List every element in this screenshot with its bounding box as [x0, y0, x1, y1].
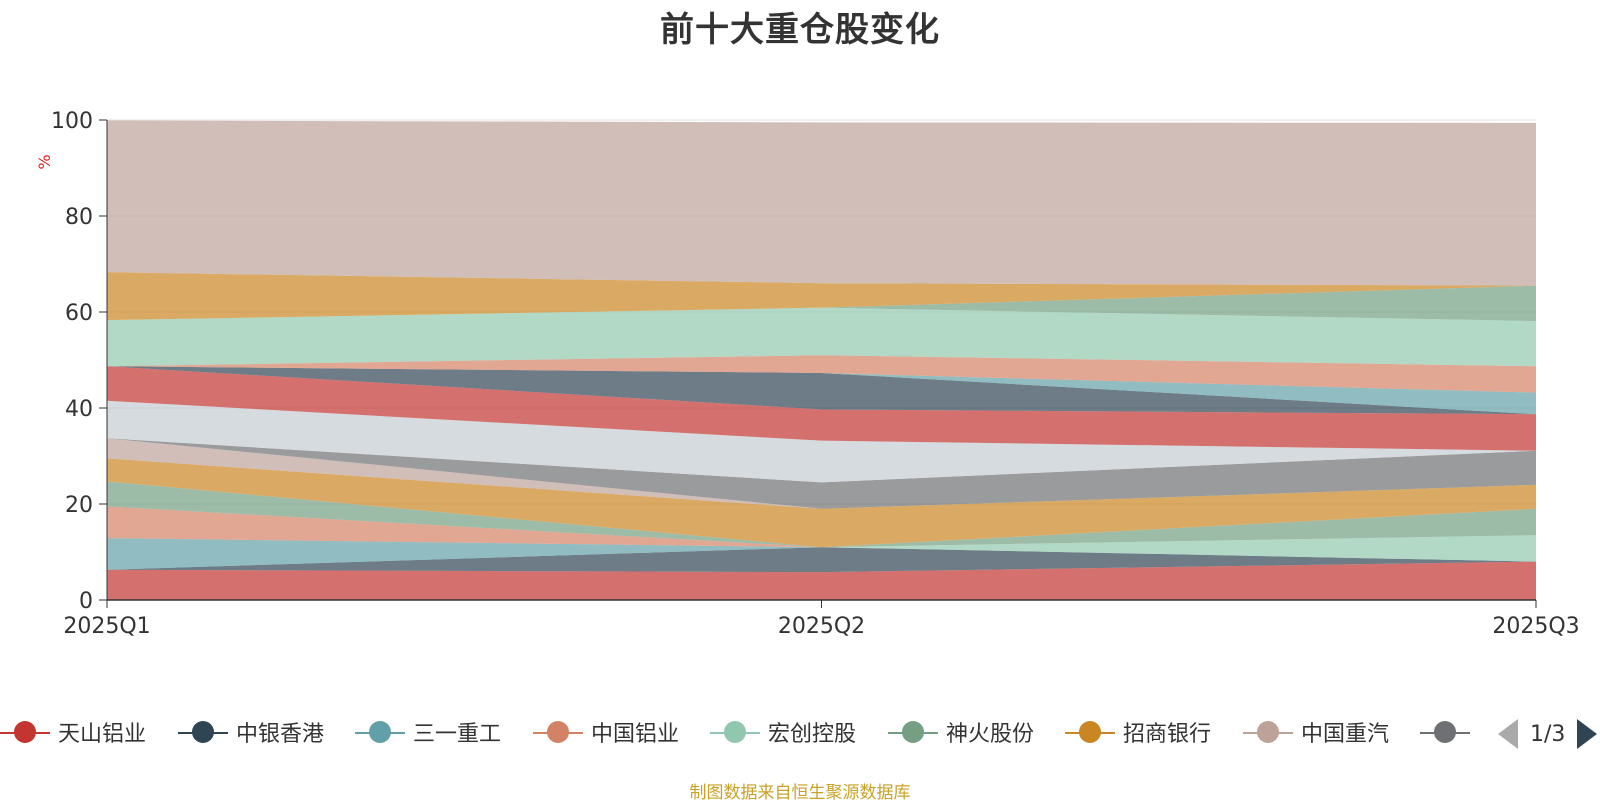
- legend-item[interactable]: 神火股份: [888, 712, 1034, 752]
- legend-label: 中国重汽: [1301, 722, 1390, 747]
- area-series-17: [107, 285, 1536, 322]
- legend-label: 中银香港: [236, 722, 325, 747]
- legend-symbol-icon: [1243, 712, 1293, 752]
- legend-label: 天山铝业: [58, 722, 147, 747]
- area-series-15: [107, 355, 1536, 393]
- legend-prev-icon[interactable]: [1498, 719, 1518, 749]
- legend-symbol-icon: [710, 712, 760, 752]
- legend-symbol-icon: [888, 712, 938, 752]
- area-series-11: [107, 400, 1536, 483]
- legend-label: 宏创控股: [768, 722, 857, 747]
- legend-symbol-icon: [1420, 712, 1470, 752]
- data-source-note: 制图数据来自恒生聚源数据库: [689, 783, 911, 803]
- legend-label: 中国铝业: [591, 722, 680, 747]
- legend-label: 神火股份: [946, 722, 1035, 747]
- x-tick-label: 2025Q1: [63, 614, 150, 639]
- legend-item[interactable]: 中: [1420, 712, 1470, 752]
- legend-symbol-icon: [178, 712, 228, 752]
- legend-symbol-icon: [1065, 712, 1115, 752]
- y-tick-label: 100: [51, 109, 93, 134]
- area-series-4: [107, 506, 1536, 562]
- legend-page-indicator: 1/3: [1530, 721, 1566, 747]
- area-series-9: [107, 438, 1536, 509]
- area-series-13: [107, 366, 1536, 415]
- area-series-6: [107, 481, 1536, 548]
- legend-next-icon[interactable]: [1577, 719, 1598, 749]
- legend-item[interactable]: 招商银行: [1065, 712, 1211, 752]
- y-tick-label: 20: [65, 493, 93, 518]
- legend-symbol-icon: [533, 712, 583, 752]
- y-tick-label: 80: [65, 205, 93, 230]
- legend-symbol-icon: [355, 712, 405, 752]
- area-series-16: [107, 307, 1536, 367]
- legend-item[interactable]: 中银香港: [178, 712, 324, 752]
- legend-item[interactable]: 中国铝业: [533, 712, 679, 752]
- y-axis-unit-label: %: [35, 154, 54, 169]
- legend-label: 三一重工: [413, 722, 502, 747]
- legend-label: 招商银行: [1123, 722, 1212, 747]
- area-series-7: [107, 458, 1536, 548]
- area-series-19: [107, 120, 1536, 286]
- area-series-3: [107, 538, 1536, 570]
- x-tick-label: 2025Q2: [778, 614, 865, 639]
- legend-item[interactable]: 三一重工: [355, 712, 501, 752]
- area-series-14: [107, 366, 1536, 415]
- x-tick-label: 2025Q3: [1492, 614, 1579, 639]
- legend-item[interactable]: 天山铝业: [0, 712, 146, 752]
- y-tick-label: 40: [65, 397, 93, 422]
- chart-title: 前十大重仓股变化: [660, 10, 940, 50]
- y-tick-label: 0: [79, 589, 93, 614]
- legend-symbol-icon: [0, 712, 50, 752]
- area-series-8: [107, 438, 1536, 509]
- legend-pager: 1/3: [1498, 719, 1598, 749]
- area-series-12: [107, 366, 1536, 451]
- area-series-1: [107, 561, 1536, 600]
- legend-item[interactable]: 宏创控股: [710, 712, 856, 752]
- area-series-2: [107, 547, 1536, 573]
- legend: 天山铝业 中银香港 三一重工 中国铝业 宏创控股 神火股份 招商银行 中国重汽 中: [0, 712, 1470, 752]
- area-series-5: [107, 506, 1536, 562]
- area-series-18: [107, 272, 1536, 321]
- legend-item[interactable]: 中国重汽: [1243, 712, 1389, 752]
- y-tick-label: 60: [65, 301, 93, 326]
